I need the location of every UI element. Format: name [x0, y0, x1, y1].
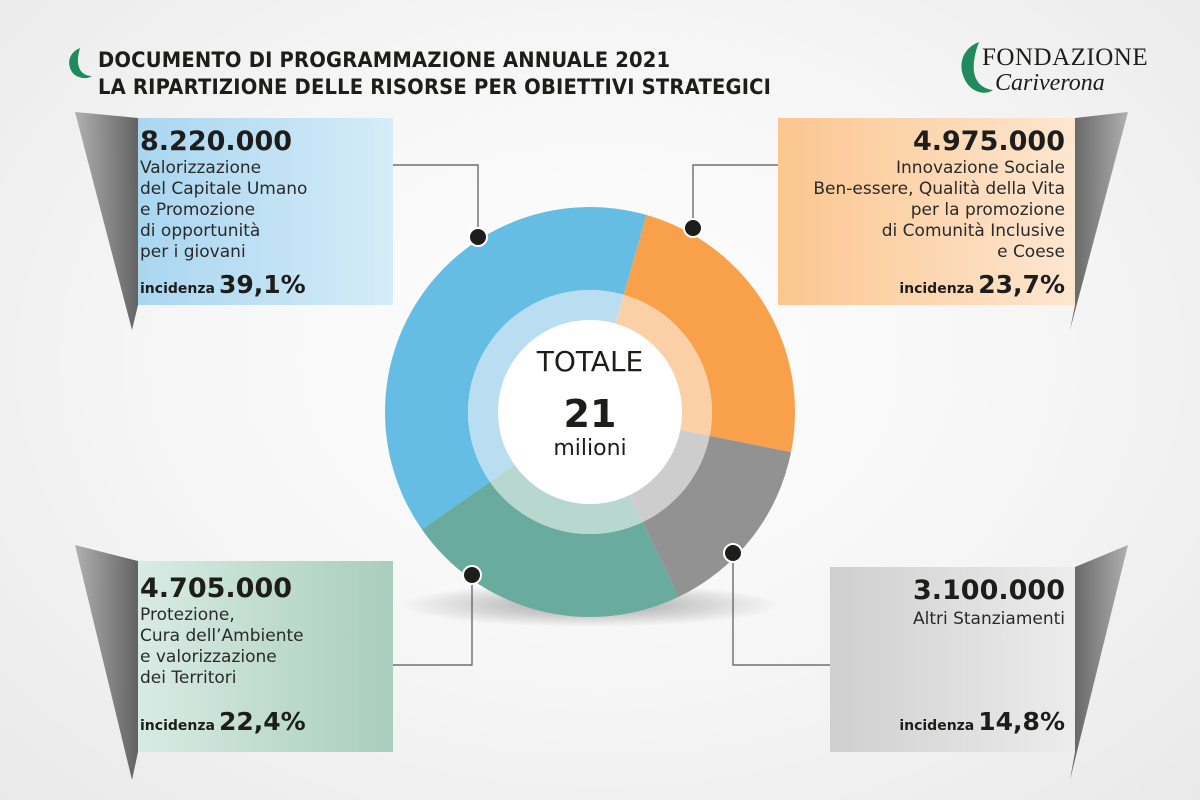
card-incidenza: incidenza 23,7%	[899, 270, 1065, 299]
card-innovazione-sociale: 4.975.000 Innovazione Sociale Ben-essere…	[778, 118, 1075, 305]
desc-line: Cura dell’Ambiente	[140, 626, 304, 646]
logo-mark-icon	[961, 42, 993, 93]
title-line-1: DOCUMENTO DI PROGRAMMAZIONE ANNUALE 2021	[98, 48, 671, 72]
donut-center	[498, 320, 682, 504]
card-bg-bottom-right	[830, 567, 1075, 752]
desc-line: di Comunità Inclusive	[881, 221, 1065, 241]
donut-inner-slice	[615, 294, 712, 436]
donut-slice	[623, 214, 795, 453]
card-incidenza: incidenza 14,8%	[899, 707, 1065, 736]
donut-slices	[384, 206, 795, 617]
card-incidenza: incidenza 22,4%	[140, 707, 306, 736]
connector-dot-top-left	[468, 227, 488, 247]
card-bg-top-right	[778, 118, 1075, 305]
donut-inner-slice	[629, 430, 710, 523]
card-fold-bottom-left	[75, 545, 138, 780]
card-incidenza: incidenza 39,1%	[140, 270, 306, 299]
title-line-2: LA RIPARTIZIONE DELLE RISORSE PER OBIETT…	[98, 75, 772, 99]
card-fold-bottom-right	[1070, 545, 1128, 780]
connector-dot-bottom-left	[462, 565, 482, 585]
card-amount: 8.220.000	[140, 126, 293, 157]
card-protezione-ambiente: 4.705.000 Protezione, Cura dell’Ambiente…	[138, 561, 393, 752]
desc-line: e Coese	[997, 242, 1065, 262]
desc-line: e valorizzazione	[140, 647, 277, 667]
incidenza-label: incidenza	[899, 281, 975, 297]
connector-dot-bottom-right	[723, 543, 743, 563]
card-amount: 4.705.000	[140, 573, 293, 604]
card-capitale-umano: 8.220.000 Valorizzazione del Capitale Um…	[138, 118, 393, 305]
desc-line: di opportunità	[140, 221, 261, 241]
donut-inner-slice	[468, 290, 624, 482]
logo-text-fondazione: FONDAZIONE	[982, 44, 1149, 71]
incidenza-value: 22,4%	[218, 707, 306, 736]
desc-line: per la promozione	[910, 200, 1065, 220]
fondazione-cariverona-logo: FONDAZIONE Cariverona	[955, 40, 1155, 100]
card-description: Altri Stanziamenti	[913, 609, 1065, 630]
donut-inner-slice	[489, 464, 643, 534]
incidenza-value: 39,1%	[218, 270, 306, 299]
card-altri-stanziamenti: 3.100.000 Altri Stanziamenti incidenza 14…	[830, 567, 1075, 752]
total-unit: milioni	[553, 436, 627, 461]
donut-slice	[421, 481, 679, 617]
card-bg-bottom-left	[138, 561, 393, 752]
card-description: Protezione, Cura dell’Ambiente e valoriz…	[140, 605, 304, 689]
desc-line: per i giovani	[140, 242, 246, 262]
incidenza-value: 23,7%	[978, 270, 1065, 299]
desc-line: Ben-essere, Qualità della Vita	[813, 179, 1065, 199]
desc-line: Altri Stanziamenti	[912, 609, 1065, 629]
desc-line: Valorizzazione	[140, 158, 262, 178]
connector-dot-top-right	[683, 218, 703, 238]
connector-bottom-left	[393, 575, 473, 666]
card-description: Valorizzazione del Capitale Umano e Prom…	[140, 158, 307, 263]
connector-bottom-right	[732, 553, 830, 666]
incidenza-label: incidenza	[140, 281, 215, 297]
card-bg-top-left	[138, 118, 393, 305]
desc-line: del Capitale Umano	[140, 179, 308, 199]
incidenza-value: 14,8%	[978, 707, 1065, 736]
leaf-icon	[69, 48, 92, 79]
logo-text-cariverona: Cariverona	[995, 70, 1105, 96]
desc-line: Protezione,	[140, 605, 235, 625]
desc-line: dei Territori	[140, 668, 237, 688]
total-value: 21	[563, 392, 617, 436]
connector-top-right	[692, 164, 778, 228]
desc-line: Innovazione Sociale	[896, 158, 1065, 178]
incidenza-label: incidenza	[899, 718, 975, 734]
card-amount: 4.975.000	[912, 126, 1065, 157]
donut-inner-ring	[468, 290, 712, 534]
connector-top-left	[393, 164, 479, 237]
desc-line: e Promozione	[140, 200, 256, 220]
card-amount: 3.100.000	[912, 575, 1065, 606]
total-label: TOTALE	[536, 345, 644, 378]
incidenza-label: incidenza	[140, 718, 215, 734]
card-description: Innovazione Sociale Ben-essere, Qualità …	[813, 158, 1065, 263]
donut-slice	[642, 435, 792, 597]
card-fold-top-right	[1070, 112, 1128, 330]
card-fold-top-left	[75, 112, 138, 330]
donut-slice	[384, 206, 647, 530]
